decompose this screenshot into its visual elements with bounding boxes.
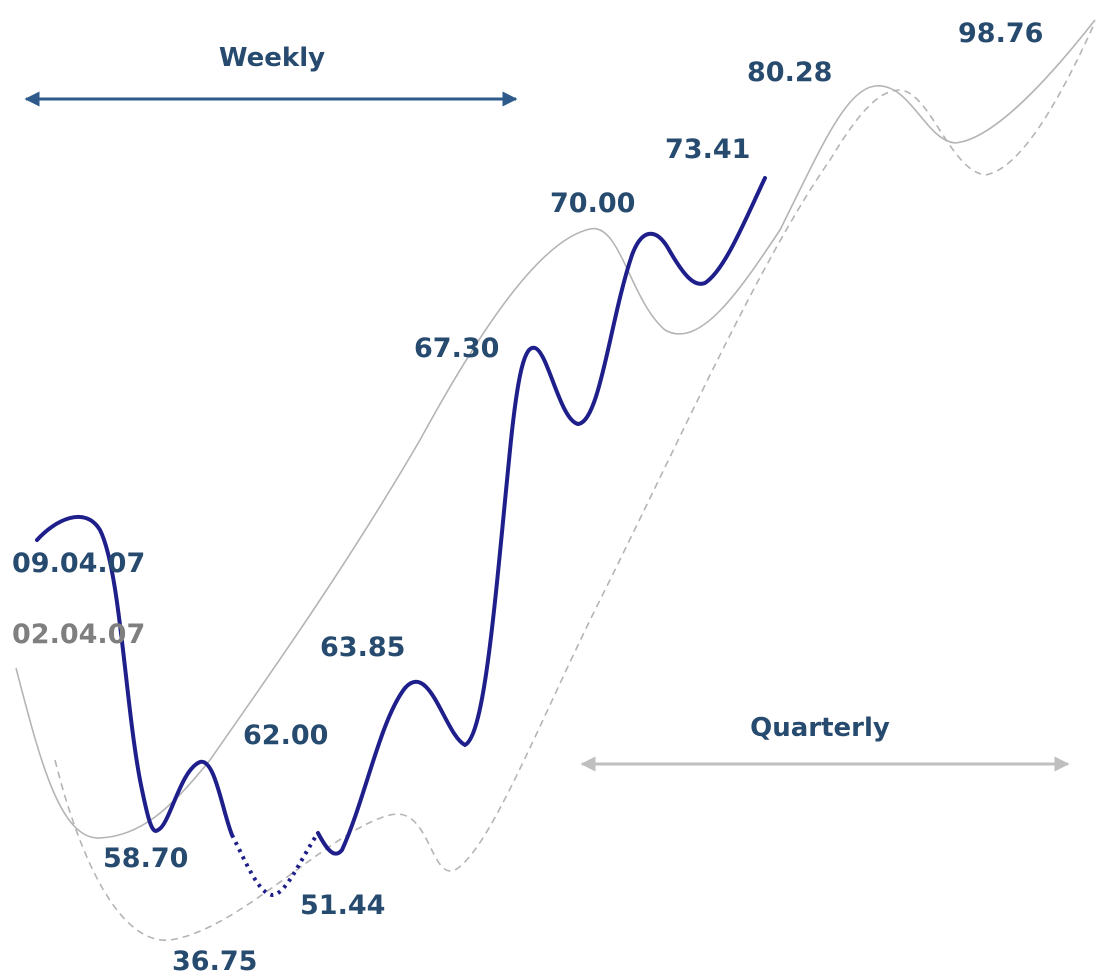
quarterly-label: Quarterly: [750, 713, 890, 743]
level-label: 36.75: [172, 946, 257, 977]
level-label: 62.00: [243, 720, 328, 751]
primary-wave-line: [35, 514, 234, 837]
grey-solid-curve: [15, 19, 1096, 839]
level-label: 58.70: [103, 843, 188, 874]
date-label-secondary: 02.04.07: [12, 619, 145, 650]
level-label: 98.76: [958, 18, 1043, 49]
level-label: 67.30: [414, 333, 499, 364]
level-label: 63.85: [320, 632, 405, 663]
grey-dashed-curve: [54, 21, 1096, 941]
date-label-primary: 09.04.07: [12, 548, 145, 579]
level-label: 73.41: [665, 134, 750, 165]
level-label: 80.28: [747, 57, 832, 88]
primary-wave-line: [316, 176, 767, 856]
level-label: 51.44: [300, 890, 385, 921]
level-label: 70.00: [550, 188, 635, 219]
weekly-label: Weekly: [219, 43, 325, 73]
primary-wave-dotted: [230, 831, 320, 898]
